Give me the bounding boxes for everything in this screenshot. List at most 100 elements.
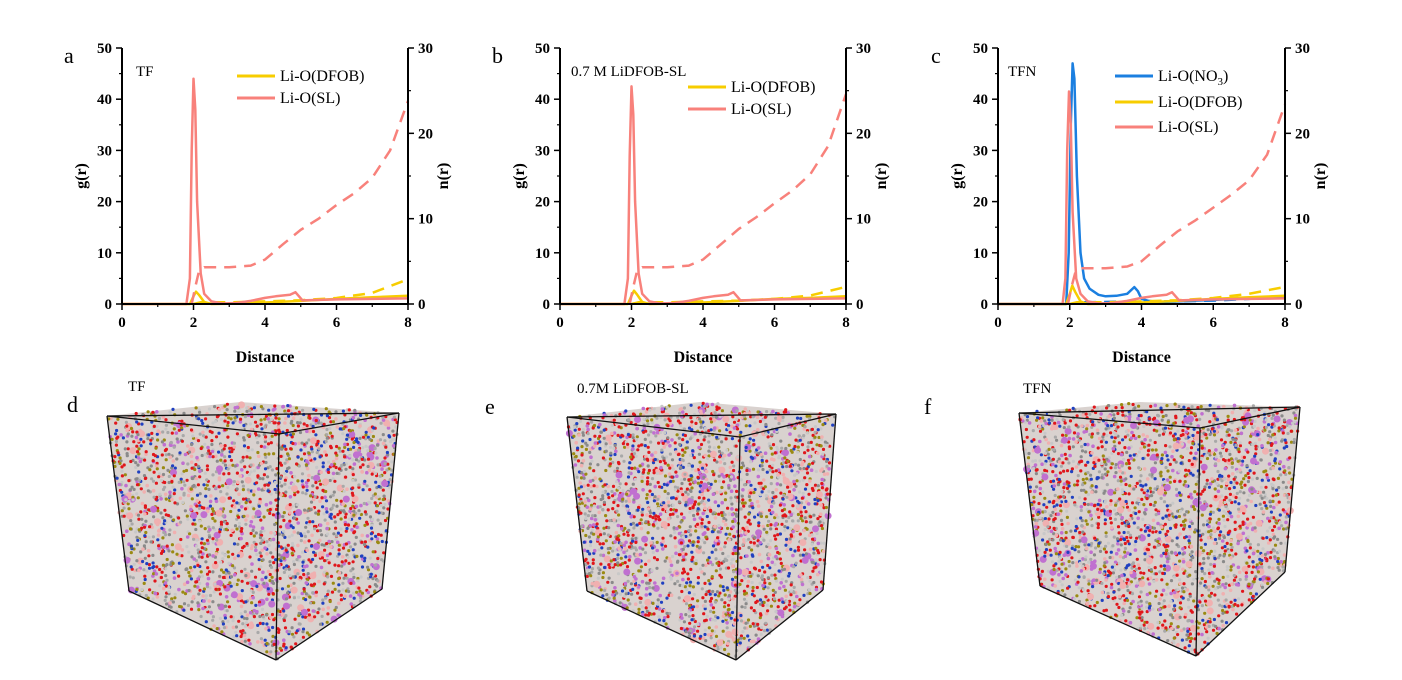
atom <box>197 506 202 510</box>
atom <box>261 558 265 562</box>
atom <box>357 485 361 489</box>
atom <box>282 510 286 515</box>
atom <box>324 407 328 411</box>
atom <box>275 467 279 471</box>
atom <box>765 515 769 519</box>
atom <box>129 426 134 431</box>
atom <box>706 456 710 461</box>
atom <box>280 484 284 488</box>
atom <box>617 425 621 429</box>
atom <box>327 460 331 464</box>
atom <box>612 500 616 504</box>
atom <box>388 486 392 490</box>
atom <box>300 457 304 461</box>
atom <box>265 597 269 602</box>
atom <box>131 430 135 434</box>
atom <box>687 631 692 635</box>
atom <box>249 621 254 625</box>
atom <box>187 550 191 554</box>
atom <box>191 434 195 438</box>
atom <box>573 428 577 432</box>
atom <box>573 463 578 467</box>
atom <box>147 535 151 539</box>
atom <box>658 485 662 489</box>
atom <box>237 525 242 529</box>
atom <box>263 452 267 456</box>
atom <box>819 580 824 584</box>
atom <box>316 529 320 533</box>
y-tick-label: 50 <box>97 41 112 57</box>
atom <box>611 494 615 498</box>
atom <box>688 621 692 625</box>
atom <box>743 417 747 421</box>
y-tick-label: 30 <box>973 143 988 159</box>
atom <box>197 608 201 612</box>
atom <box>615 471 623 479</box>
atom <box>702 496 706 500</box>
atom <box>774 513 778 517</box>
atom <box>321 598 325 602</box>
atom <box>731 564 735 568</box>
atom <box>306 478 310 482</box>
atom <box>116 417 120 421</box>
atom <box>725 630 733 638</box>
x-tick-label: 4 <box>261 315 269 331</box>
atom <box>150 431 154 435</box>
atom <box>670 464 674 468</box>
atom <box>322 543 326 547</box>
atom <box>794 484 798 488</box>
atom <box>217 471 222 475</box>
atom <box>670 438 674 442</box>
atom <box>631 587 635 592</box>
atom <box>210 512 214 517</box>
atom <box>601 456 606 460</box>
atom <box>136 538 140 543</box>
atom <box>222 447 226 451</box>
atom <box>204 435 208 439</box>
atom <box>147 563 151 567</box>
atom <box>130 485 134 489</box>
atom <box>213 519 217 523</box>
atom <box>628 554 632 559</box>
atom <box>720 451 724 455</box>
atom <box>692 628 696 632</box>
atom <box>351 473 355 477</box>
atom <box>369 532 373 536</box>
atom <box>321 607 326 612</box>
atom <box>772 597 777 601</box>
atom <box>756 474 761 479</box>
atom <box>606 492 610 496</box>
atom <box>292 560 296 564</box>
atom <box>812 551 816 555</box>
atom <box>159 575 163 580</box>
atom <box>307 613 311 617</box>
atom <box>774 554 778 559</box>
atom <box>761 603 765 608</box>
atom <box>590 570 594 574</box>
atom <box>642 417 646 421</box>
atom <box>689 416 693 420</box>
atom <box>230 591 238 599</box>
atom <box>782 476 787 480</box>
atom <box>701 563 705 567</box>
atom <box>228 581 232 585</box>
atom <box>211 537 215 541</box>
atom <box>294 406 299 410</box>
atom <box>339 533 343 537</box>
atom <box>740 579 744 583</box>
atom <box>129 447 137 455</box>
atom <box>212 624 216 628</box>
atom <box>301 627 306 631</box>
atom <box>370 523 374 528</box>
atom <box>349 581 353 586</box>
atom <box>784 579 788 583</box>
atom <box>656 480 660 485</box>
atom <box>282 618 286 623</box>
atom <box>643 437 647 441</box>
atom <box>739 507 743 511</box>
atom <box>391 444 396 448</box>
atom <box>778 557 783 561</box>
atom <box>344 559 348 563</box>
y-tick-label: 0 <box>105 297 113 313</box>
atom <box>702 438 706 442</box>
